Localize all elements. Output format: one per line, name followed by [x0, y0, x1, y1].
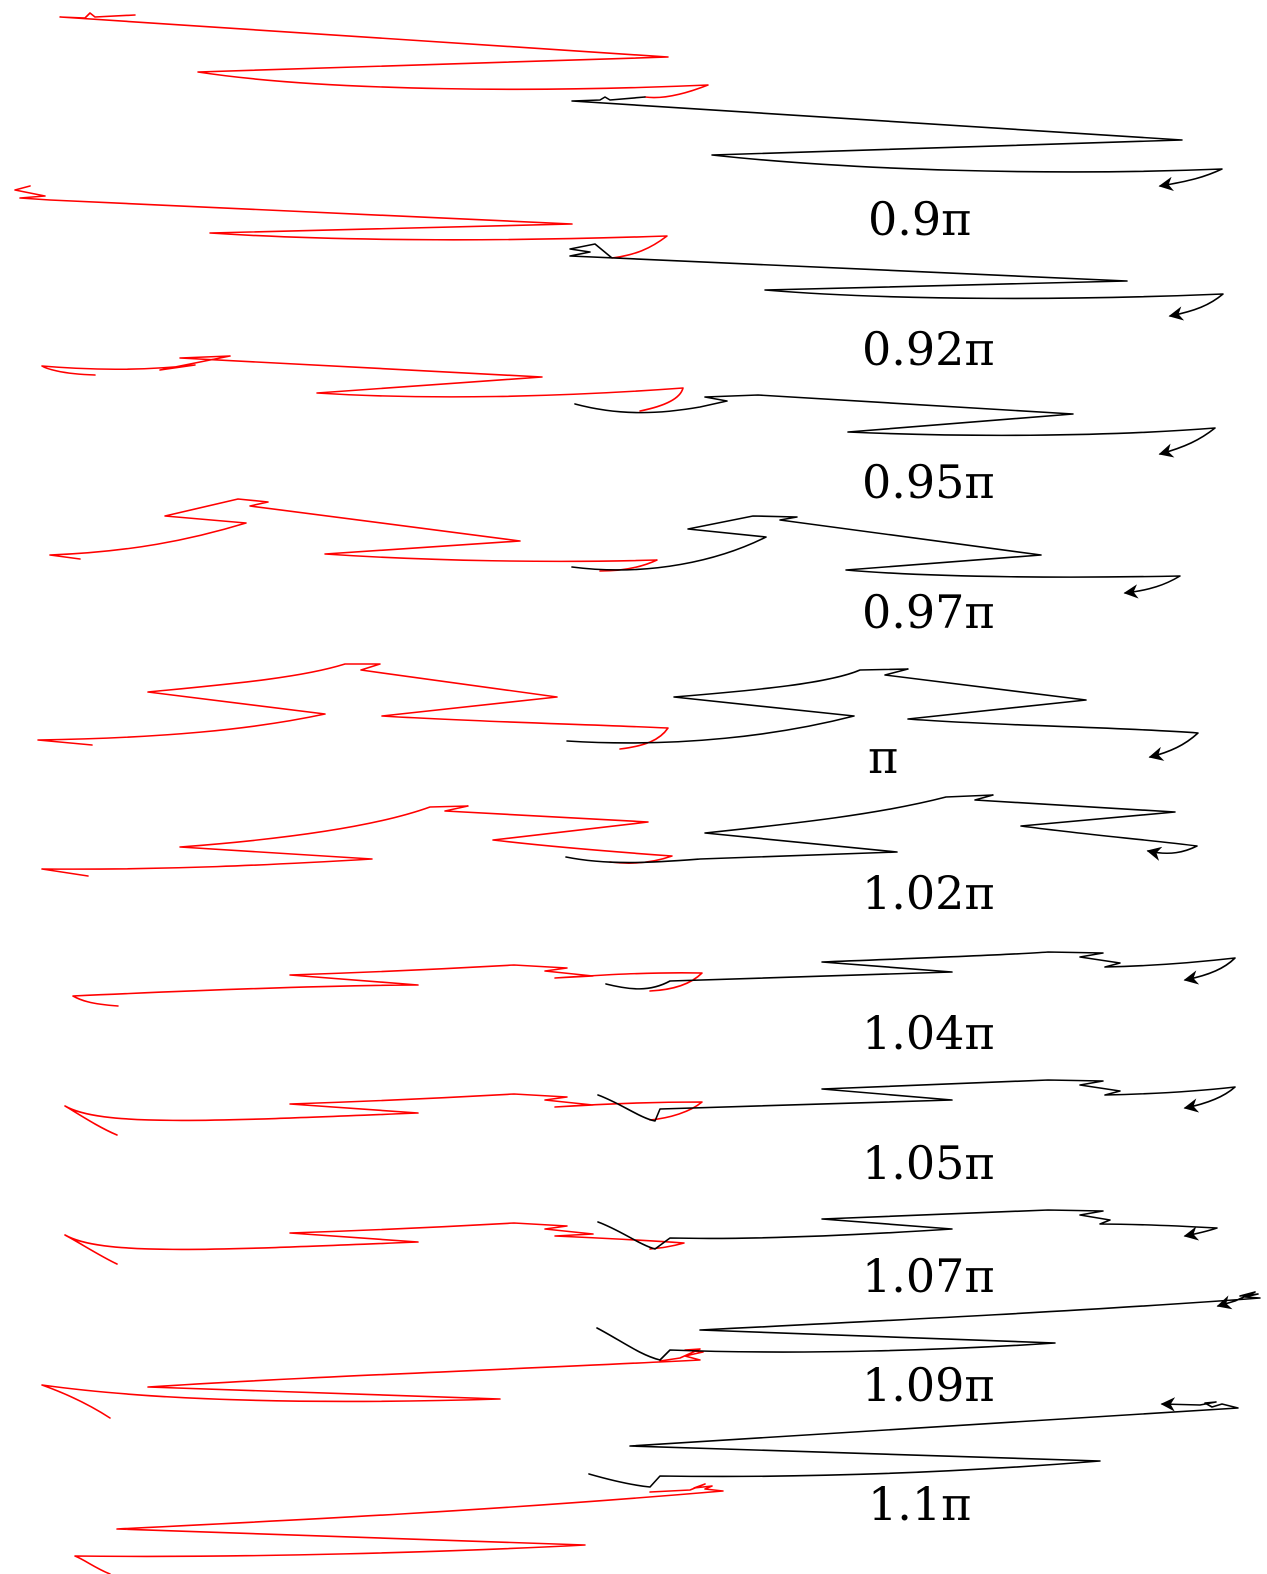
- black-curve: [605, 951, 1236, 990]
- red-curve: [41, 805, 673, 877]
- panel-label-1-09pi: 1.09π: [862, 1358, 995, 1412]
- black-curve: [569, 243, 1224, 321]
- panel-0-92pi: [14, 185, 1224, 321]
- panel-label-0-92pi: 0.92π: [862, 322, 995, 376]
- red-curve: [72, 964, 703, 1007]
- panel-1-05pi: [64, 1079, 1236, 1136]
- panel-0-97pi: [49, 498, 1181, 599]
- red-curve: [14, 185, 668, 259]
- panel-1-04pi: [72, 951, 1236, 1007]
- black-curve: [597, 1079, 1236, 1122]
- black-curve: [574, 394, 1216, 458]
- panel-label-1-04pi: 1.04π: [862, 1006, 995, 1060]
- panel-1-09pi: [41, 1291, 1261, 1419]
- panel-label-1-1pi: 1.1π: [868, 1477, 972, 1531]
- panel-label-1-07pi: 1.07π: [862, 1249, 995, 1303]
- panel-label-0-95pi: 0.95π: [862, 455, 995, 509]
- black-curve: [571, 515, 1181, 599]
- panel-label-1-02pi: 1.02π: [862, 866, 995, 920]
- red-curve: [64, 1222, 685, 1265]
- black-curve: [566, 668, 1199, 761]
- black-curve: [565, 794, 1198, 864]
- panel-0-9pi: [59, 12, 1223, 191]
- panel-label-pi: π: [868, 730, 899, 784]
- black-curve: [571, 96, 1223, 191]
- red-curve: [49, 498, 658, 572]
- red-curve: [59, 12, 709, 99]
- panel-pi: [37, 663, 1199, 761]
- black-curve: [597, 1209, 1218, 1250]
- panel-1-1pi: [74, 1397, 1239, 1574]
- red-curve: [41, 1348, 704, 1419]
- panel-label-0-97pi: 0.97π: [862, 585, 995, 639]
- panel-label-1-05pi: 1.05π: [862, 1136, 995, 1190]
- red-curve: [41, 355, 684, 412]
- red-curve: [74, 1483, 724, 1574]
- black-curve: [596, 1291, 1261, 1361]
- panel-label-0-9pi: 0.9π: [868, 192, 972, 246]
- panel-1-02pi: [41, 794, 1198, 877]
- panel-1-07pi: [64, 1209, 1218, 1265]
- panel-0-95pi: [41, 355, 1216, 458]
- black-curve: [588, 1397, 1239, 1488]
- red-curve: [64, 1093, 703, 1136]
- red-curve: [37, 663, 669, 750]
